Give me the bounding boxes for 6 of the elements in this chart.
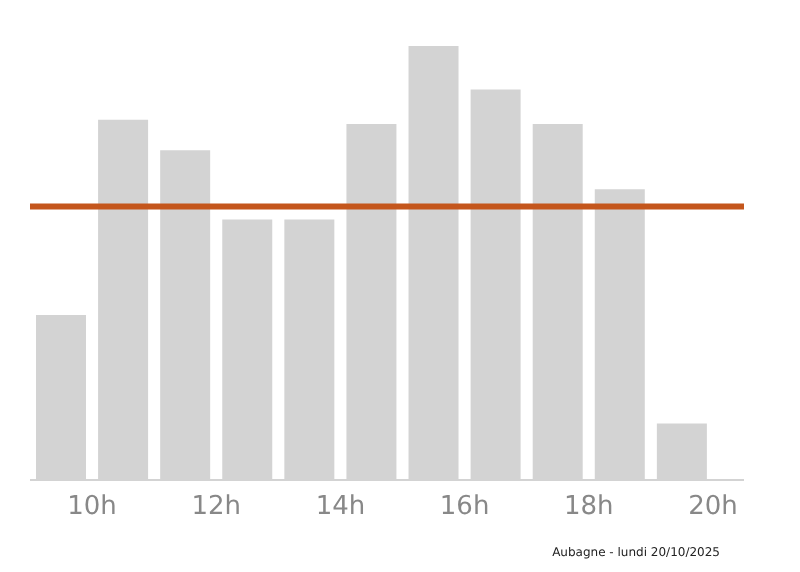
x-tick-label: 12h: [191, 492, 242, 523]
x-tick-label: 18h: [564, 492, 614, 523]
x-tick-label: 16h: [439, 492, 490, 523]
x-tick-label: 20h: [688, 492, 738, 523]
x-tick-label: 10h: [67, 492, 117, 523]
x-tick-label: 14h: [315, 492, 366, 523]
